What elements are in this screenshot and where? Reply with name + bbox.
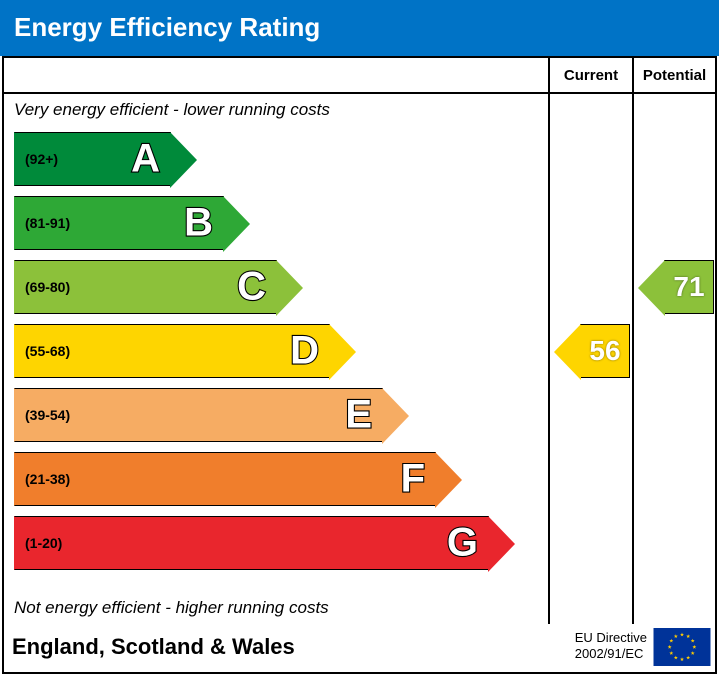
band-letter: A (131, 137, 160, 182)
band-range: (1-20) (15, 535, 62, 551)
chart-area: Very energy efficient - lower running co… (4, 94, 715, 624)
directive-line2: 2002/91/EC (575, 646, 644, 661)
band-e: (39-54) E (14, 388, 383, 442)
band-a: (92+) A (14, 132, 171, 186)
header-potential: Potential (632, 58, 715, 94)
band-range: (92+) (15, 151, 58, 167)
band-range: (55-68) (15, 343, 70, 359)
band-b: (81-91) B (14, 196, 224, 250)
marker-potential: 71 (664, 260, 714, 314)
band-letter: D (290, 329, 319, 374)
band-letter: F (401, 457, 425, 502)
body: Current Potential Very energy efficient … (2, 56, 717, 674)
band-f: (21-38) F (14, 452, 436, 506)
eu-flag-icon (653, 628, 711, 666)
band-letter: B (184, 201, 213, 246)
band-letter: G (447, 521, 478, 566)
top-annotation: Very energy efficient - lower running co… (14, 100, 330, 120)
title-bar: Energy Efficiency Rating (0, 0, 719, 56)
directive-line1: EU Directive (575, 630, 647, 645)
band-range: (69-80) (15, 279, 70, 295)
band-range: (81-91) (15, 215, 70, 231)
title-text: Energy Efficiency Rating (14, 12, 320, 42)
epc-chart: Energy Efficiency Rating Current Potenti… (0, 0, 719, 675)
divider-current (548, 94, 550, 624)
region-text: England, Scotland & Wales (12, 634, 295, 660)
band-c: (69-80) C (14, 260, 277, 314)
band-range: (21-38) (15, 471, 70, 487)
directive-text: EU Directive 2002/91/EC (575, 630, 647, 661)
band-letter: E (345, 393, 372, 438)
band-letter: C (237, 265, 266, 310)
bottom-annotation: Not energy efficient - higher running co… (14, 598, 329, 618)
footer: England, Scotland & Wales EU Directive 2… (4, 624, 715, 672)
column-headers: Current Potential (4, 58, 715, 94)
band-g: (1-20) G (14, 516, 489, 570)
band-d: (55-68) D (14, 324, 330, 378)
header-current: Current (548, 58, 632, 94)
band-range: (39-54) (15, 407, 70, 423)
marker-current: 56 (580, 324, 630, 378)
divider-potential (632, 94, 634, 624)
